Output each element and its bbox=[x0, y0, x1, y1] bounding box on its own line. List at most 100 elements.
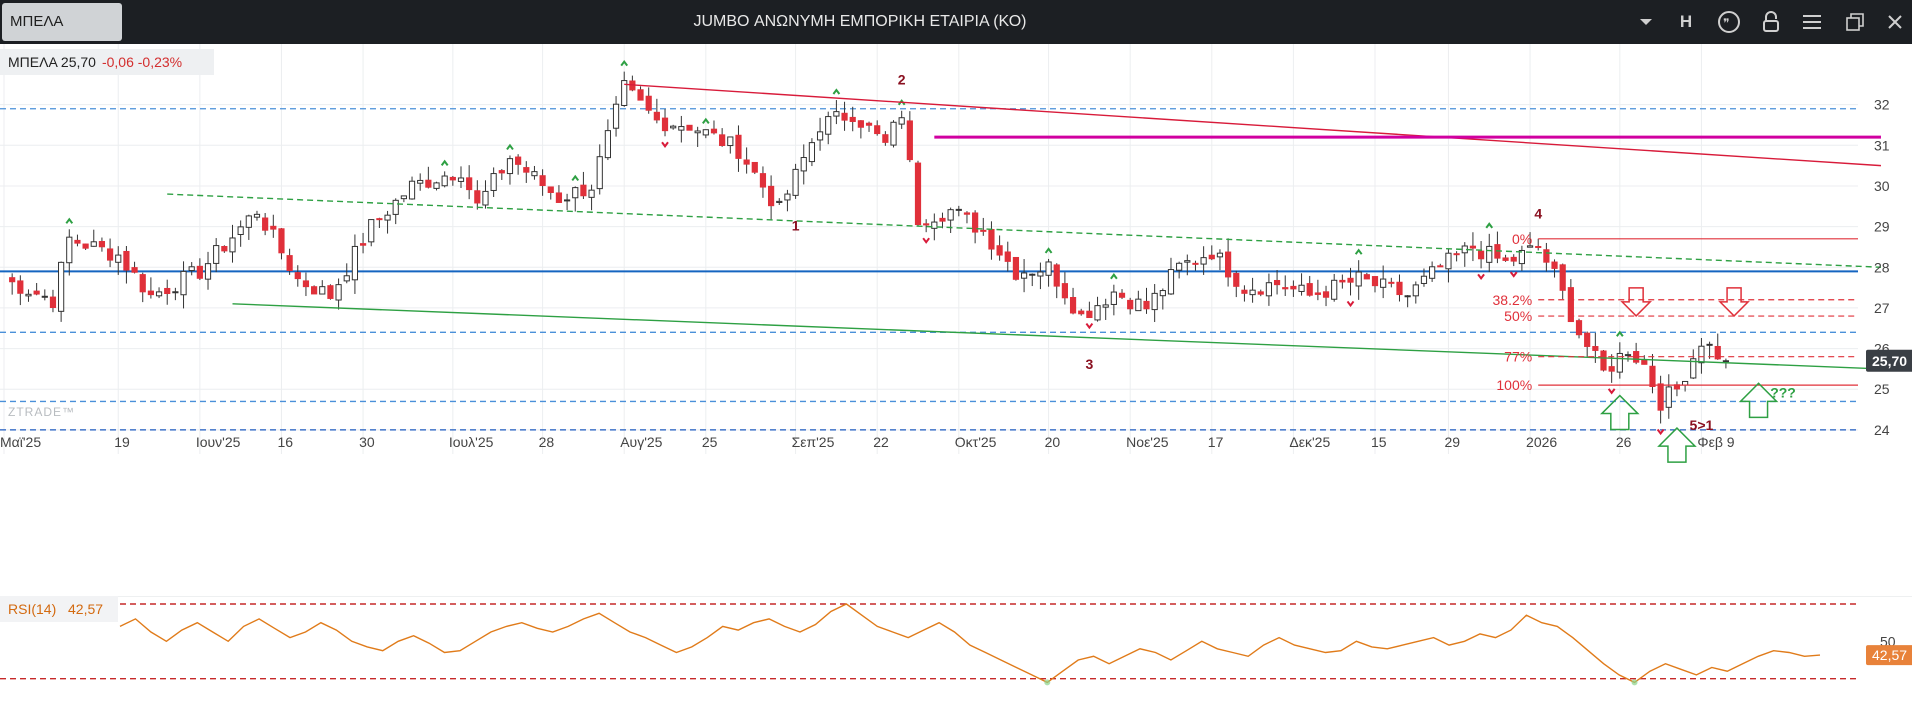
swing-high-marker bbox=[1044, 247, 1053, 254]
candle-down bbox=[1567, 287, 1574, 323]
candle-down bbox=[1347, 277, 1354, 283]
x-tick-label: Δεκ'25 bbox=[1289, 434, 1330, 450]
candle-down bbox=[1322, 291, 1330, 298]
candle-up bbox=[433, 182, 440, 189]
y-tick-label: 30 bbox=[1874, 178, 1890, 194]
candle-down bbox=[637, 89, 644, 101]
candle-down bbox=[1649, 365, 1656, 388]
candle-up bbox=[1722, 360, 1730, 363]
candle-up bbox=[155, 291, 163, 297]
candle-up bbox=[1037, 271, 1044, 277]
candle-up bbox=[237, 226, 244, 236]
x-tick-label: 22 bbox=[873, 434, 889, 450]
quote-icon[interactable]: ❞ bbox=[1714, 7, 1744, 37]
candle-up bbox=[1216, 252, 1224, 258]
swing-high-marker bbox=[506, 143, 514, 151]
candle-down bbox=[147, 290, 154, 296]
candle-down bbox=[1592, 346, 1599, 351]
rsi-value-tag-label: 42,57 bbox=[1872, 647, 1907, 663]
candle-up bbox=[25, 293, 32, 297]
menu-icon[interactable] bbox=[1797, 7, 1827, 37]
candle-down bbox=[719, 134, 726, 147]
candle-down bbox=[686, 124, 693, 131]
candle-up bbox=[188, 266, 195, 272]
candle-down bbox=[1371, 276, 1379, 287]
candle-down bbox=[449, 176, 456, 181]
arrow-up-icon bbox=[1738, 382, 1779, 419]
candle-down bbox=[539, 175, 546, 187]
candle-up bbox=[1380, 278, 1387, 288]
swing-low-marker bbox=[1607, 388, 1616, 395]
candle-up bbox=[1518, 249, 1525, 265]
x-tick-label: Ιουλ'25 bbox=[449, 434, 494, 450]
candle-down bbox=[1551, 261, 1558, 269]
x-tick-label: 26 bbox=[1616, 434, 1632, 450]
trendline bbox=[232, 303, 1881, 370]
candle-down bbox=[1437, 265, 1444, 268]
candle-up bbox=[531, 171, 538, 177]
watermark: ZTRADE™ bbox=[8, 405, 75, 419]
candle-up bbox=[776, 200, 783, 203]
candle-up bbox=[1167, 269, 1175, 295]
candle-down bbox=[359, 243, 367, 246]
wave-label: 3 bbox=[1085, 356, 1093, 372]
arrow-down-icon bbox=[1620, 287, 1652, 317]
candle-down bbox=[1118, 292, 1126, 298]
candle-down bbox=[1339, 279, 1346, 283]
candle-down bbox=[710, 128, 718, 134]
candle-up bbox=[563, 199, 571, 202]
chevron-down-icon[interactable] bbox=[1631, 7, 1661, 37]
candle-up bbox=[400, 195, 407, 200]
candle-down bbox=[923, 223, 930, 226]
candle-down bbox=[1453, 253, 1460, 256]
close-icon[interactable] bbox=[1880, 7, 1910, 37]
candle-up bbox=[417, 179, 424, 184]
candle-down bbox=[1086, 310, 1093, 319]
candle-down bbox=[874, 125, 881, 135]
candle-down bbox=[1714, 345, 1721, 360]
price-chart[interactable]: ZTRADE™ 0% 38.2%50% 77% 100% 1 2 3 4 5>1??? 24 25 26… bbox=[0, 44, 1912, 596]
candle-down bbox=[33, 290, 40, 295]
candle-up bbox=[1404, 295, 1411, 298]
candle-up bbox=[621, 80, 628, 106]
candle-up bbox=[694, 130, 701, 134]
x-tick-label: Νοε'25 bbox=[1126, 434, 1169, 450]
svg-text:❞: ❞ bbox=[1723, 16, 1729, 30]
candle-up bbox=[1249, 289, 1256, 296]
candle-up bbox=[392, 199, 399, 215]
candle-up bbox=[1102, 304, 1109, 308]
swing-high-marker bbox=[1110, 273, 1118, 280]
arrow-down-icon bbox=[1718, 287, 1750, 317]
symbol-tab[interactable]: ΜΠΕΛΑ bbox=[2, 3, 122, 41]
price-change: -0,06 -0,23% bbox=[101, 54, 183, 70]
y-tick-label: 27 bbox=[1874, 300, 1890, 316]
rsi-value-tag bbox=[1866, 645, 1912, 666]
candle-up bbox=[457, 177, 465, 182]
h-button[interactable]: H bbox=[1679, 12, 1693, 31]
restore-icon[interactable] bbox=[1840, 7, 1870, 37]
candle-down bbox=[1633, 351, 1640, 363]
candle-up bbox=[482, 190, 489, 206]
candle-up bbox=[58, 261, 65, 312]
candle-down bbox=[74, 239, 81, 244]
rsi-line bbox=[119, 603, 1821, 684]
swing-high-marker bbox=[620, 59, 629, 67]
candle-down bbox=[1257, 291, 1264, 295]
candle-up bbox=[351, 245, 359, 281]
y-tick-label: 24 bbox=[1874, 422, 1890, 438]
candle-down bbox=[498, 170, 505, 174]
candle-up bbox=[1486, 245, 1493, 263]
candle-up bbox=[335, 284, 342, 301]
candle-up bbox=[955, 208, 962, 211]
candle-down bbox=[1282, 287, 1289, 290]
candle-down bbox=[1004, 251, 1011, 262]
lock-icon[interactable] bbox=[1756, 7, 1786, 37]
candle-up bbox=[1176, 262, 1183, 271]
candle-up bbox=[1690, 358, 1697, 379]
x-tick-label: 20 bbox=[1045, 434, 1061, 450]
candle-up bbox=[1184, 260, 1191, 263]
wave-label: 5>1 bbox=[1690, 417, 1714, 433]
candle-up bbox=[1020, 272, 1028, 279]
arrow-up-icon bbox=[1657, 427, 1697, 463]
